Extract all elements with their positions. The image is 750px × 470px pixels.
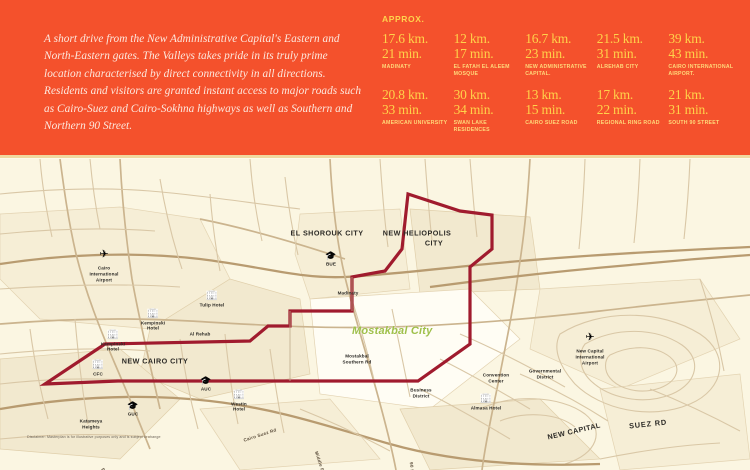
distances-row: 20.8 km. 33 min. AMERICAN UNIVERSITY 30 km.… [382,87,740,133]
distance-destination: EL FATAH EL ALEEM MOSQUE [453,64,510,77]
distance-minutes: 33 min. [382,102,422,118]
distance-destination: SWAN LAKE RESIDENCES [453,120,490,133]
mostakbal-city-boundary [39,191,494,386]
distance-destination: MADINATY [382,64,411,70]
distance-km: 21.5 km. [596,31,643,46]
distance-minutes: 22 min. [596,102,637,118]
distance-entry: 21 km. 31 min. SOUTH 90 STREET [668,87,740,133]
approx-label: APPROX. [382,14,425,24]
distances-row: 17.6 km. 21 min. MADINATY 12 km. 17 min. EL F… [382,31,740,77]
distance-entry: 16.7 km. 23 min. NEW ADMINISTRATIVE CAPITA… [525,31,597,77]
distance-destination: AMERICAN UNIVERSITY [382,120,448,127]
distance-destination: ALREHAB CITY [596,64,639,70]
distance-entry: 12 km. 17 min. EL FATAH EL ALEEM MOSQUE [454,31,526,77]
distances-block: APPROX. 17.6 km. 21 min. MADINATY 12 km. 17 … [382,14,740,133]
distance-entry: 17 km. 22 min. REGIONAL RING ROAD [597,87,669,133]
distance-km: 21 km. [668,87,705,103]
location-map[interactable]: .rd { fill:none; stroke:#d9c7a6; stroke-… [0,159,750,470]
distance-minutes: 31 min. [596,46,637,61]
distance-km: 20.8 km. [382,87,429,103]
distance-km: 13 km. [525,87,562,103]
distance-minutes: 15 min. [525,102,566,118]
distance-km: 17 km. [596,87,634,103]
map-vector-layer: .rd { fill:none; stroke:#d9c7a6; stroke-… [0,159,750,470]
disclaimer-text: Disclaimer: Masterplan is for illustrati… [27,435,161,439]
distance-minutes: 34 min. [453,102,494,118]
distance-entry: 13 km. 15 min. CAIRO SUEZ ROAD [525,87,597,133]
distance-km: 16.7 km. [525,31,572,46]
project-label: Mostakbal City [352,325,433,337]
distance-destination: NEW ADMINISTRATIVE CAPITAL. [525,64,587,77]
distance-entry: 20.8 km. 33 min. AMERICAN UNIVERSITY [382,87,454,133]
distance-km: 12 km. [453,31,491,46]
distance-minutes: 17 min. [453,46,494,61]
distance-destination: REGIONAL RING ROAD [596,120,660,127]
distance-minutes: 21 min. [382,46,422,61]
distance-km: 39 km. [668,31,705,46]
distance-minutes: 43 min. [668,46,709,61]
header-band: A short drive from the New Administrativ… [0,0,750,158]
distances-grid: 17.6 km. 21 min. MADINATY 12 km. 17 min. EL F… [382,31,740,133]
distance-minutes: 23 min. [525,46,566,61]
distance-km: 30 km. [453,87,491,103]
header-divider [0,155,750,158]
distance-entry: 17.6 km. 21 min. MADINATY [382,31,454,77]
distance-minutes: 31 min. [668,102,709,118]
distance-destination: CAIRO INTERNATIONAL AIRPORT. [668,64,734,77]
distance-destination: CAIRO SUEZ ROAD [525,120,578,127]
distance-entry: 30 km. 34 min. SWAN LAKE RESIDENCES [454,87,526,133]
distance-entry: 21.5 km. 31 min. ALREHAB CITY [597,31,669,77]
distance-entry: 39 km. 43 min. CAIRO INTERNATIONAL AIRPORT… [668,31,740,77]
distance-destination: SOUTH 90 STREET [668,120,720,127]
distance-km: 17.6 km. [382,31,429,46]
intro-paragraph: A short drive from the New Administrativ… [44,33,362,133]
